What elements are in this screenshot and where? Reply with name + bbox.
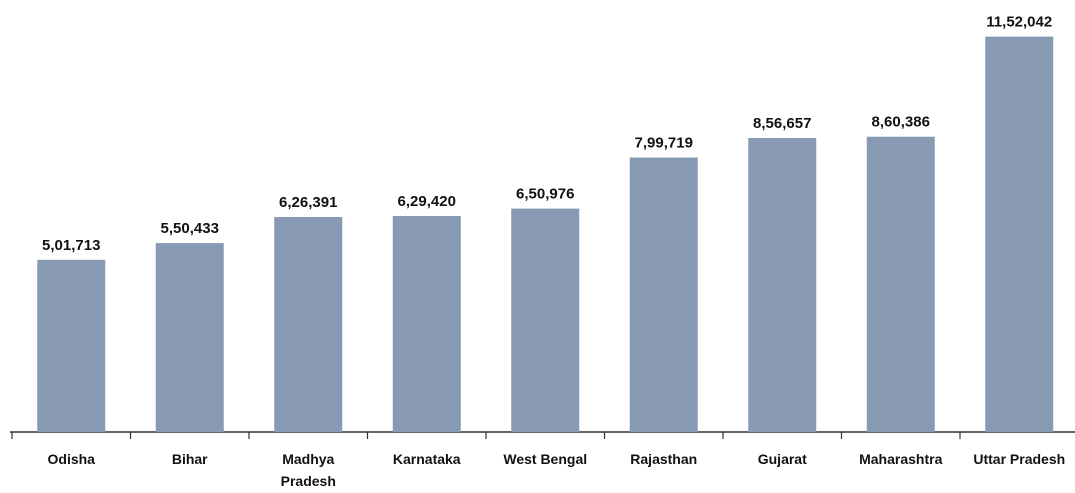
x-tick-label: Bihar [171, 451, 208, 467]
x-tick-label: Karnataka [392, 451, 461, 467]
bar [866, 136, 935, 433]
data-label: 6,26,391 [279, 194, 337, 211]
bar [985, 36, 1054, 432]
bar [392, 215, 461, 432]
data-label: 11,52,042 [986, 14, 1052, 31]
data-label: 8,60,386 [872, 114, 930, 131]
x-tick-label: Rajasthan [630, 451, 698, 467]
data-label: 7,99,719 [635, 135, 693, 152]
x-tick-label: West Bengal [503, 451, 588, 467]
bar [37, 259, 106, 432]
x-tick-label: Gujarat [757, 451, 807, 467]
data-label: 6,29,420 [398, 193, 456, 210]
bar [274, 217, 343, 432]
x-tick-label: Maharashtra [859, 451, 943, 467]
x-tick-label: Odisha [47, 451, 95, 467]
bar [629, 157, 698, 432]
x-tick-label: Madhya Pradesh [280, 451, 336, 489]
data-label: 8,56,657 [753, 115, 811, 132]
x-tick-label: Uttar Pradesh [973, 451, 1066, 467]
bar [511, 208, 580, 432]
data-label: 5,01,713 [42, 237, 100, 254]
data-label: 6,50,976 [516, 186, 574, 203]
bar [155, 243, 224, 432]
bar [748, 137, 817, 433]
data-label: 5,50,433 [161, 220, 219, 237]
